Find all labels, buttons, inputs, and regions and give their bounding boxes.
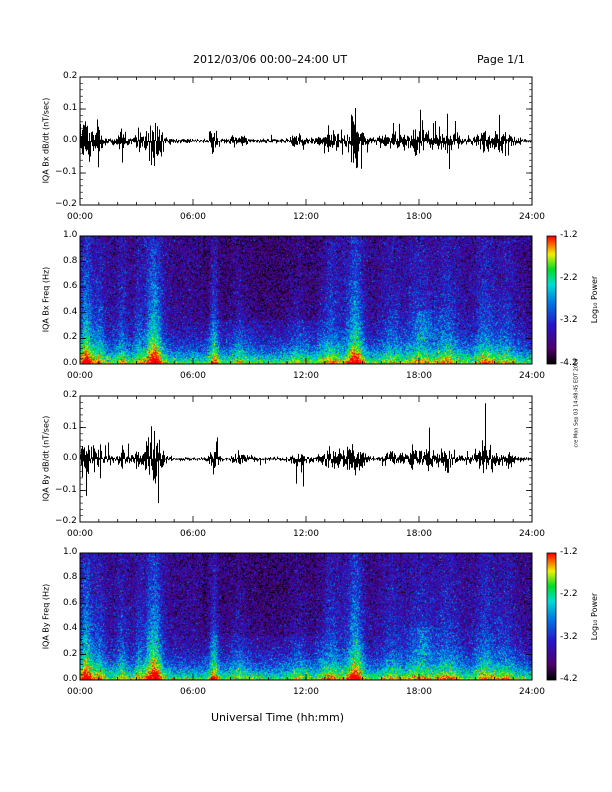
panel-4-xtick-label: 12:00 [293,687,319,697]
panel-4-xtick-label: 18:00 [406,687,432,697]
panel-1-ytick-label: 0.0 [63,135,78,145]
panel-1-ytick-label: 0.2 [63,71,78,81]
panel-3-ytick-label: −0.1 [55,484,77,495]
panel-4-xtick-label: 00:00 [67,687,93,697]
panel-1-ytick-label: −0.1 [55,167,77,177]
panel-2-colorbar-border [546,235,557,365]
page-title: 2012/03/06 00:00–24:00 UT [193,53,348,66]
panel-4-ytick-label: 0.6 [63,597,78,608]
panel-3-xtick-label: 00:00 [67,529,93,539]
panel-2-ytick-label: 0.2 [63,332,78,343]
panel-2-xtick-label: 06:00 [180,371,206,381]
panel-2-ytick-label: 0.6 [63,281,78,292]
panel-4-colorbar-border [546,552,557,681]
panel-3-xtick-label: 24:00 [519,529,545,539]
panel-2-xtick-label: 00:00 [67,371,93,381]
panel-3-xtick-label: 18:00 [406,529,432,539]
panel-2-ytick-label: 0.0 [63,358,78,368]
panel-2-colorbar-tick: -2.2 [560,272,578,283]
panel-3-ytick-label: 0.2 [63,390,78,400]
page-number: Page 1/1 [477,53,525,66]
panel-4-ytick-label: 0.8 [63,572,78,583]
panel-4-spectrogram [80,553,532,680]
panel-2-colorbar-tick: -3.2 [560,315,578,326]
panel-2-xtick-label: 24:00 [519,371,545,381]
panel-4-xtick-label: 06:00 [180,687,206,697]
panel-4-ytick-label: 0.0 [63,674,78,684]
panel-4-ytick-label: 1.0 [63,547,78,557]
panel-2-ytick-label: 0.8 [63,255,78,266]
panel-2-spectrogram [80,236,532,364]
panel-4-frame [79,552,533,681]
panel-2-xtick-label: 12:00 [293,371,319,381]
panel-4-ytick-label: 0.2 [63,648,78,659]
panel-2-colorbar [547,236,556,364]
panel-1-xtick-label: 12:00 [293,212,319,222]
panel-4-colorbar-tick: -1.2 [560,547,578,557]
panel-1-xtick-label: 24:00 [519,212,545,222]
panel-3-ytick-label: 0.1 [63,421,78,432]
panel-4-colorbar [547,553,556,680]
panel-3-xtick-label: 06:00 [180,529,206,539]
panel-1-xtick-label: 00:00 [67,212,93,222]
panel-4-ylabel: IQA By Freq (Hz) [41,583,51,649]
panel-2-ytick-label: 0.4 [63,306,78,317]
panel-4-xtick-label: 24:00 [519,687,545,697]
panel-4-ytick-label: 0.4 [63,623,78,634]
panel-1-xtick-label: 06:00 [180,212,206,222]
panel-1-ytick-label: −0.2 [55,199,77,209]
panel-2-xtick-label: 18:00 [406,371,432,381]
panel-4-colorbar-tick: -3.2 [560,631,578,642]
panel-2-ytick-label: 1.0 [63,230,78,240]
panel-1-xtick-label: 18:00 [406,212,432,222]
side-note: cre Mon Sep 03 14:48:45 EDT 2018 [573,358,580,448]
panel-4-colorbar-tick: -4.2 [560,674,578,684]
panel-1-ytick-label: 0.1 [63,103,78,113]
panel-2-colorbar-tick: -4.2 [560,358,578,368]
panel-3-ytick-label: −0.2 [55,516,77,526]
panel-4-colorbar-tick: -2.2 [560,589,578,600]
panel-3-ytick-label: 0.0 [63,453,78,463]
panel-3-xtick-label: 12:00 [293,529,319,539]
x-axis-title: Universal Time (hh:mm) [211,711,344,724]
panel-2-colorbar-tick: -1.2 [560,230,578,240]
